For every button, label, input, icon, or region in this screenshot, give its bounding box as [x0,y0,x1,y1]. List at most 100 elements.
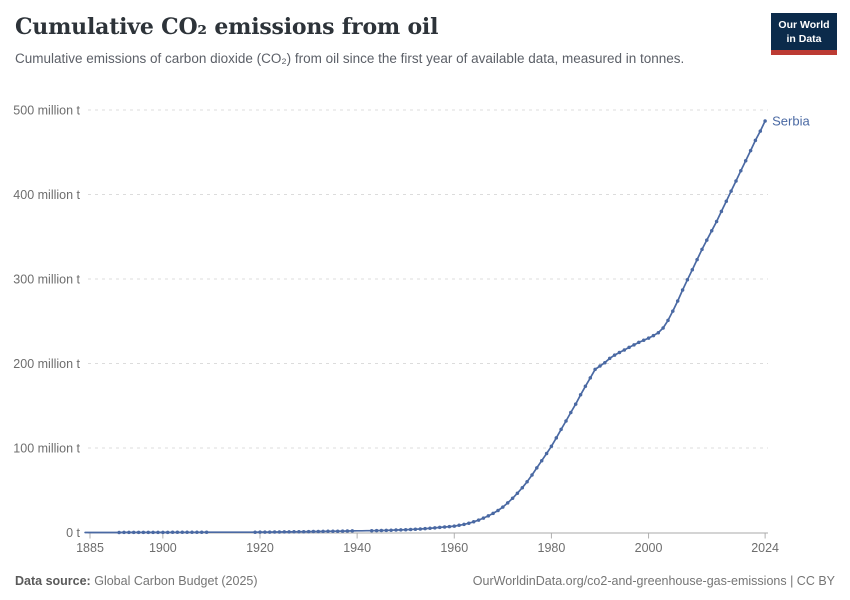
data-point[interactable] [603,360,607,365]
data-point[interactable] [739,169,743,173]
data-point[interactable] [476,518,481,522]
data-point[interactable] [345,529,350,533]
data-point[interactable] [156,530,160,535]
data-point[interactable] [136,530,141,535]
data-point[interactable] [607,356,612,361]
data-point[interactable] [598,364,602,368]
data-point[interactable] [437,525,442,530]
data-point[interactable] [573,402,578,406]
data-point[interactable] [709,229,714,233]
data-point[interactable] [131,530,136,535]
data-point[interactable] [748,148,753,153]
data-point[interactable] [277,530,282,534]
data-point[interactable] [413,527,418,531]
data-point[interactable] [394,528,398,532]
data-point[interactable] [292,530,296,534]
data-point[interactable] [161,530,165,535]
data-point[interactable] [501,505,505,509]
data-point[interactable] [656,330,661,335]
data-point[interactable] [117,530,121,535]
data-point[interactable] [685,278,690,282]
data-point[interactable] [418,527,423,531]
data-point[interactable] [671,309,675,313]
data-point[interactable] [204,530,209,534]
data-point[interactable] [549,444,554,449]
data-point[interactable] [637,340,641,345]
data-point[interactable] [340,529,345,533]
data-point[interactable] [146,530,151,535]
attribution-link[interactable]: OurWorldinData.org/co2-and-greenhouse-ga… [472,574,835,588]
data-point[interactable] [617,350,622,355]
data-point[interactable] [632,343,636,347]
data-point[interactable] [331,529,335,533]
data-point[interactable] [758,129,763,133]
data-point[interactable] [569,410,573,415]
data-point[interactable] [705,238,709,242]
data-point[interactable] [496,508,500,513]
data-point[interactable] [452,524,457,528]
data-point[interactable] [306,529,311,534]
data-point[interactable] [539,458,544,463]
data-point[interactable] [646,336,651,340]
data-point[interactable] [403,527,408,532]
data-point[interactable] [384,528,389,533]
data-point[interactable] [554,436,559,440]
data-point[interactable] [379,528,384,533]
data-point[interactable] [675,299,680,303]
data-point[interactable] [374,528,379,533]
data-point[interactable] [287,530,291,534]
data-point[interactable] [743,158,748,163]
data-point[interactable] [258,530,262,534]
data-point[interactable] [520,485,525,490]
data-point[interactable] [165,530,170,535]
data-point[interactable] [530,473,534,477]
data-point[interactable] [369,528,374,533]
data-point[interactable] [714,219,719,224]
data-point[interactable] [408,527,413,532]
data-point[interactable] [263,530,267,534]
data-point[interactable] [389,528,393,532]
data-point[interactable] [666,318,670,323]
data-point[interactable] [141,530,146,535]
data-point[interactable] [471,520,476,524]
data-point[interactable] [462,522,466,527]
data-point[interactable] [423,526,427,531]
data-point[interactable] [457,523,461,528]
data-point[interactable] [695,257,699,262]
data-point[interactable] [321,529,325,534]
entity-label-serbia[interactable]: Serbia [772,113,810,128]
data-point[interactable] [690,267,695,272]
data-point[interactable] [578,393,583,397]
data-point[interactable] [525,480,529,484]
data-point[interactable] [195,530,199,535]
data-point[interactable] [311,529,316,534]
data-point[interactable] [491,511,495,516]
data-point[interactable] [272,530,277,534]
data-point[interactable] [467,521,471,525]
data-point[interactable] [627,345,631,350]
data-point[interactable] [734,179,738,183]
data-point[interactable] [267,530,272,534]
data-point[interactable] [700,247,704,252]
data-point[interactable] [535,466,539,470]
data-point[interactable] [447,524,452,529]
data-point[interactable] [190,530,194,535]
data-point[interactable] [515,491,520,495]
data-point[interactable] [350,529,355,533]
data-point[interactable] [680,288,685,292]
data-point[interactable] [199,530,204,534]
data-point[interactable] [301,529,306,534]
data-point[interactable] [763,119,767,123]
data-point[interactable] [282,530,287,534]
data-point[interactable] [433,526,437,530]
data-point[interactable] [588,376,593,380]
data-point[interactable] [661,326,665,330]
data-point[interactable] [753,138,758,143]
data-point[interactable] [170,530,175,535]
data-point[interactable] [719,209,724,214]
data-point[interactable] [253,530,257,534]
data-point[interactable] [724,199,729,204]
data-point[interactable] [564,419,568,423]
data-point[interactable] [326,529,330,534]
